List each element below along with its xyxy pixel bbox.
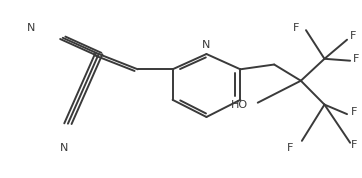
Text: F: F <box>351 140 358 150</box>
Text: F: F <box>287 143 294 153</box>
Text: F: F <box>351 107 358 117</box>
Text: N: N <box>202 40 211 50</box>
Text: F: F <box>350 31 357 41</box>
Text: F: F <box>353 54 359 64</box>
Text: HO: HO <box>230 100 248 110</box>
Text: F: F <box>292 23 299 33</box>
Text: N: N <box>27 23 35 33</box>
Text: N: N <box>60 143 68 153</box>
